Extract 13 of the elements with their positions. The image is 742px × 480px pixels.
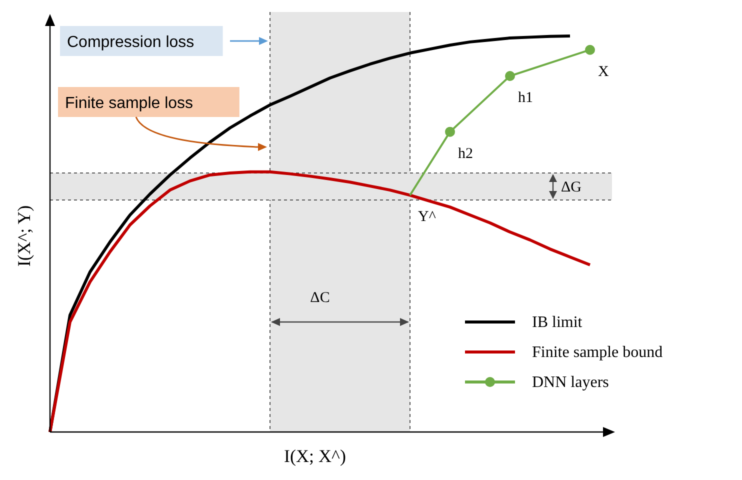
annotation: X — [598, 64, 609, 80]
band-label: ΔG — [561, 179, 582, 196]
annotation: Y^ — [418, 209, 436, 226]
annotation: h1 — [518, 90, 533, 106]
annotation: Compression loss — [67, 34, 194, 51]
x-axis-title: I(X; X^) — [284, 446, 346, 466]
annotation: h2 — [458, 146, 473, 162]
annotation: Finite sample loss — [65, 95, 194, 112]
y-axis-title: I(X^; Y) — [14, 205, 34, 267]
legend-label: IB limit — [532, 314, 583, 331]
legend-label: DNN layers — [532, 374, 609, 391]
legend-label: Finite sample bound — [532, 344, 663, 361]
annotation: ΔC — [310, 290, 330, 306]
